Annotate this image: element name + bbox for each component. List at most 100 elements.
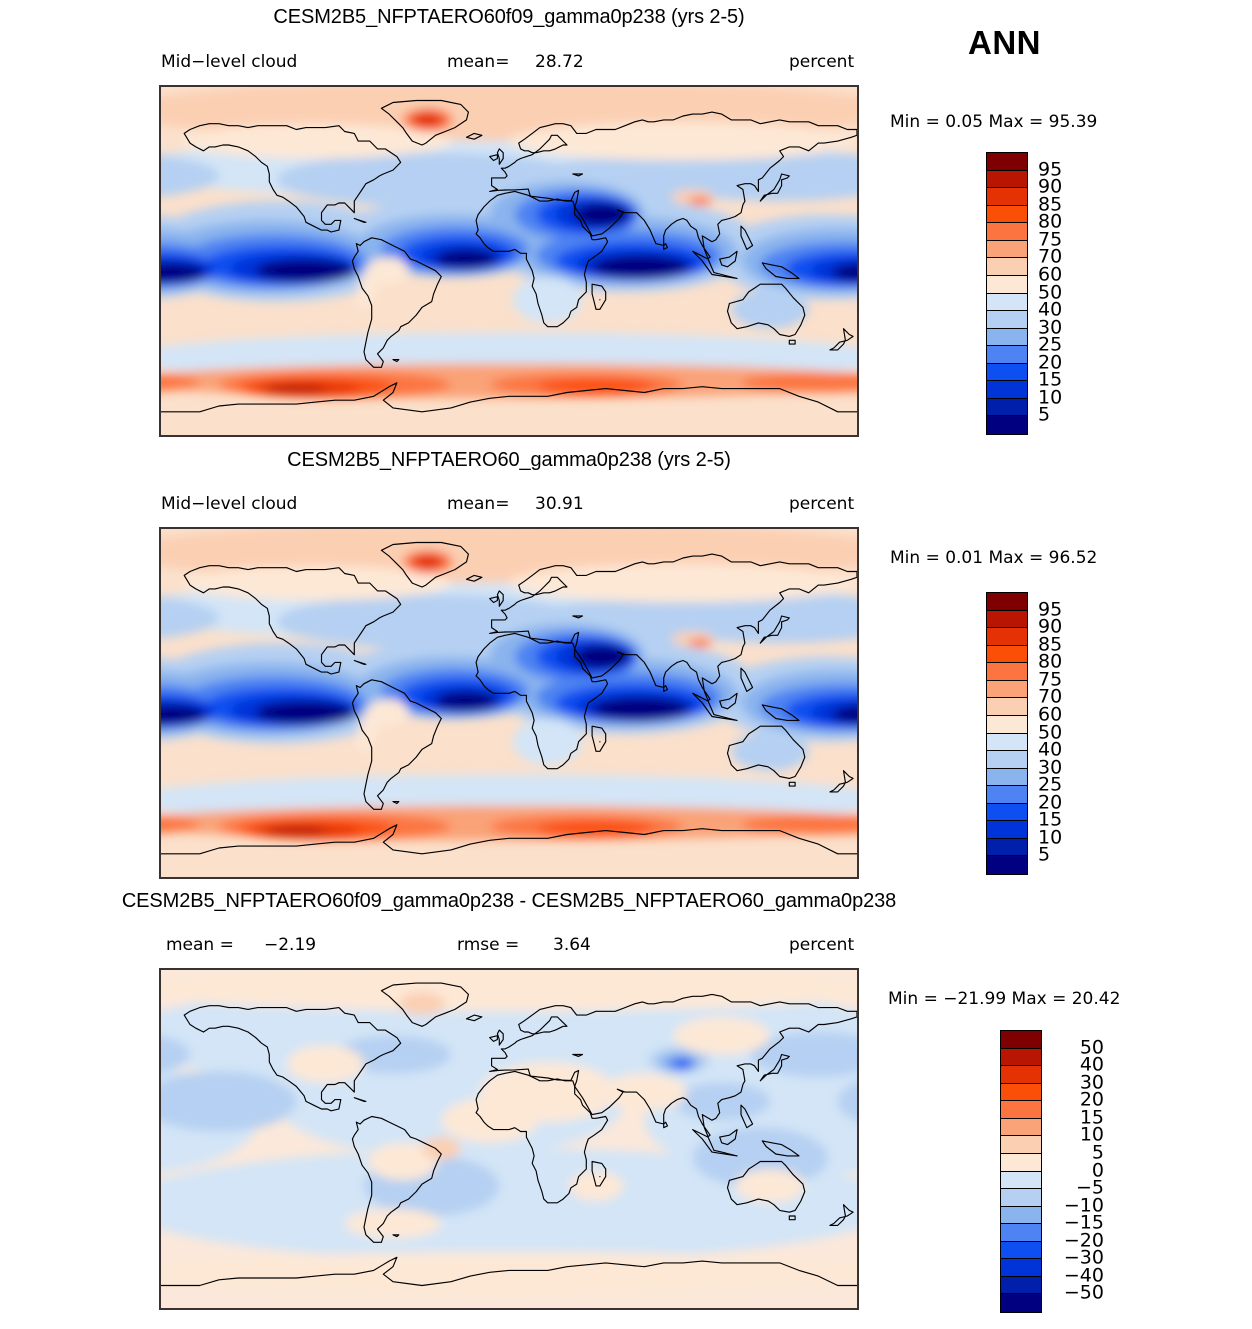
colorbar-tick-label: 85: [1038, 193, 1063, 216]
panel-middle-mean-value: 30.91: [535, 494, 584, 514]
colorbar-band: [1001, 1118, 1041, 1137]
colorbar-band: [987, 593, 1027, 611]
colorbar-band: [987, 786, 1027, 804]
colorbar-band: [987, 610, 1027, 629]
colorbar-tick-label: 5: [1091, 1141, 1104, 1164]
colorbar-band: [987, 258, 1027, 276]
colorbar-band: [987, 328, 1027, 347]
colorbar-tick-label: −20: [1063, 1229, 1104, 1252]
colorbar-band: [987, 275, 1027, 294]
map-panel-top[interactable]: [159, 85, 859, 437]
colorbar-band: [987, 416, 1027, 434]
colorbar-band: [987, 153, 1027, 171]
colorbar-band: [987, 751, 1027, 769]
colorbar-band: [1001, 1294, 1041, 1312]
colorbar-tick-label: 95: [1038, 158, 1063, 181]
colorbar-band: [987, 628, 1027, 646]
panel-middle-title: CESM2B5_NFPTAERO60_gamma0p238 (yrs 2-5): [287, 449, 731, 471]
colorbar-band: [1001, 1241, 1041, 1260]
colorbar-band: [1001, 1031, 1041, 1049]
colorbar-band: [987, 838, 1027, 857]
colorbar-middle-labels: 95 90 85 80 75 70 60 50 40 30 25 20 15 10 5: [1034, 592, 1094, 873]
panel-middle-mean-label: mean=: [447, 494, 510, 514]
colorbar-tick-label: 40: [1038, 298, 1063, 321]
colorbar-band: [987, 381, 1027, 399]
season-label: ANN: [968, 24, 1041, 61]
colorbar-tick-label: −50: [1063, 1281, 1104, 1304]
colorbar-band: [1001, 1101, 1041, 1119]
colorbar-band: [1001, 1276, 1041, 1295]
colorbar-tick-label: −15: [1063, 1211, 1104, 1234]
colorbar-band: [1001, 1189, 1041, 1207]
colorbar-tick-label: 20: [1079, 1088, 1104, 1111]
colorbar-band: [987, 398, 1027, 417]
colorbar-band: [1001, 1259, 1041, 1277]
colorbar-tick-label: 40: [1079, 1053, 1104, 1076]
colorbar-band: [1001, 1083, 1041, 1102]
colorbar-band: [987, 240, 1027, 259]
colorbar-band: [987, 663, 1027, 681]
colorbar-tick-label: 70: [1038, 245, 1063, 268]
colorbar-tick-label: 20: [1038, 351, 1063, 374]
panel-top-title: CESM2B5_NFPTAERO60f09_gamma0p238 (yrs 2-…: [273, 6, 745, 28]
colorbar-band: [987, 188, 1027, 206]
colorbar-band: [987, 821, 1027, 839]
colorbar-band: [987, 311, 1027, 329]
colorbar-tick-label: 30: [1038, 756, 1063, 779]
colorbar-band: [987, 698, 1027, 716]
map-panel-middle[interactable]: [159, 527, 859, 879]
colorbar-band: [987, 205, 1027, 224]
colorbar-tick-label: 80: [1038, 210, 1063, 233]
colorbar-tick-label: 0: [1091, 1159, 1104, 1181]
colorbar-band: [987, 363, 1027, 382]
colorbar-band: [1001, 1048, 1041, 1067]
colorbar-tick-label: 75: [1038, 668, 1063, 691]
colorbar-tick-label: 25: [1038, 773, 1063, 796]
colorbar-band: [987, 680, 1027, 699]
panel-difference-rmse-label: rmse =: [457, 935, 520, 955]
colorbar-tick-label: 5: [1038, 843, 1051, 866]
panel-difference-title: CESM2B5_NFPTAERO60f09_gamma0p238 - CESM2…: [121, 890, 897, 912]
panel-top-mean-value: 28.72: [535, 52, 584, 72]
colorbar-band: [1001, 1224, 1041, 1242]
colorbar-middle: [986, 592, 1028, 875]
colorbar-band: [1001, 1136, 1041, 1154]
panel-middle-units: percent: [789, 494, 855, 514]
colorbar-tick-label: 85: [1038, 633, 1063, 656]
colorbar-tick-label: 15: [1038, 808, 1063, 831]
colorbar-band: [1001, 1206, 1041, 1225]
colorbar-top-labels: 95 90 85 80 75 70 60 50 40 30 25 20 15 10 5: [1034, 152, 1094, 433]
colorbar-difference: [1000, 1030, 1042, 1313]
colorbar-tick-label: 75: [1038, 228, 1063, 251]
colorbar-band: [987, 856, 1027, 874]
colorbar-tick-label: 30: [1079, 1071, 1104, 1094]
colorbar-tick-label: 50: [1079, 1036, 1104, 1059]
colorbar-tick-label: 90: [1038, 175, 1063, 198]
panel-middle-minmax: Min = 0.01 Max = 96.52: [890, 548, 1098, 568]
colorbar-tick-label: 30: [1038, 316, 1063, 339]
map-difference-canvas: [161, 970, 857, 1308]
colorbar-tick-label: 80: [1038, 650, 1063, 673]
colorbar-band: [987, 645, 1027, 664]
map-panel-difference[interactable]: [159, 968, 859, 1310]
colorbar-band: [1001, 1153, 1041, 1172]
panel-difference-minmax: Min = −21.99 Max = 20.42: [888, 989, 1121, 1009]
colorbar-tick-label: 10: [1079, 1123, 1104, 1146]
colorbar-band: [987, 768, 1027, 787]
colorbar-tick-label: 20: [1038, 791, 1063, 814]
colorbar-tick-label: 15: [1038, 368, 1063, 391]
colorbar-tick-label: −10: [1063, 1194, 1104, 1217]
colorbar-tick-label: 50: [1038, 721, 1063, 743]
panel-difference-units: percent: [789, 935, 855, 955]
panel-top-minmax: Min = 0.05 Max = 95.39: [890, 112, 1098, 132]
panel-difference-rmse-value: 3.64: [553, 935, 591, 955]
colorbar-tick-label: 40: [1038, 738, 1063, 761]
colorbar-band: [987, 170, 1027, 189]
colorbar-tick-label: 50: [1038, 281, 1063, 303]
colorbar-top: [986, 152, 1028, 435]
colorbar-tick-label: 5: [1038, 403, 1051, 426]
colorbar-tick-label: 10: [1038, 386, 1063, 409]
colorbar-difference-labels: 50 40 30 20 15 10 5 0 −5 −10 −15 −20 −30 −40 −50: [1048, 1030, 1118, 1311]
colorbar-tick-label: −30: [1063, 1246, 1104, 1269]
colorbar-tick-label: −40: [1063, 1264, 1104, 1287]
